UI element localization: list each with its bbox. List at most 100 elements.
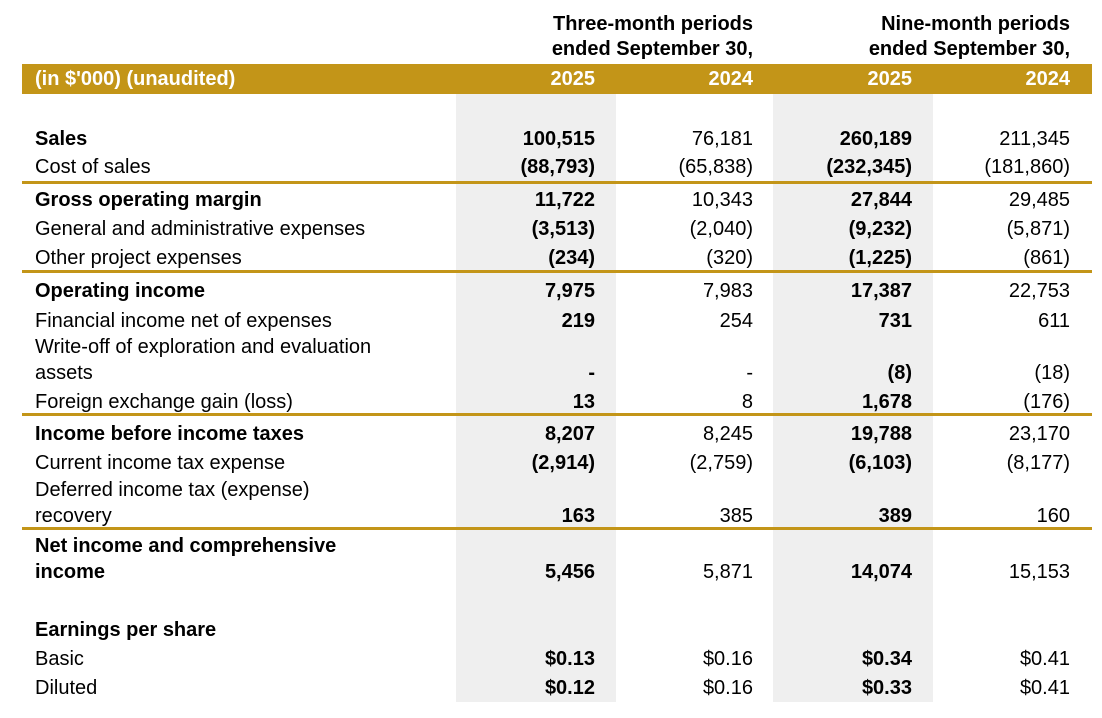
- cell-value: 76,181: [691, 128, 753, 150]
- cell-value: $0.16: [702, 677, 753, 699]
- cell-value: (3,513): [531, 218, 595, 240]
- cell-value: $0.41: [1019, 648, 1070, 670]
- cell-value: 22,753: [1008, 280, 1070, 302]
- cell-value: 1,678: [861, 391, 912, 413]
- cell-value: 11,722: [534, 189, 595, 211]
- cell-value: 7,975: [544, 280, 595, 302]
- unit-label: (in $'000) (unaudited): [35, 68, 236, 90]
- cell-value: $0.16: [702, 648, 753, 670]
- cell-value: -: [746, 362, 753, 384]
- cell-value: (2,759): [689, 452, 753, 474]
- row-label-line: income: [35, 561, 106, 583]
- cell-value: (8,177): [1006, 452, 1070, 474]
- cell-value: (8): [887, 362, 912, 384]
- cell-value: 731: [878, 310, 912, 332]
- period-header-line: ended September 30,: [868, 38, 1070, 60]
- table-row: Deferred income tax (expense) recovery 1…: [0, 477, 1102, 529]
- current-quarter-column-shade: [456, 94, 616, 702]
- cell-value: 8: [741, 391, 753, 413]
- cell-value: 160: [1036, 505, 1070, 527]
- cell-value: $0.12: [544, 677, 595, 699]
- cell-value: $0.33: [861, 677, 912, 699]
- row-label: Sales: [35, 128, 88, 150]
- row-label: General and administrative expenses: [35, 218, 366, 240]
- row-label: Cost of sales: [35, 156, 151, 178]
- row-label: Current income tax expense: [35, 452, 286, 474]
- nine-month-period-header: Nine-month periods ended September 30,: [800, 12, 1070, 62]
- cell-value: (181,860): [984, 156, 1070, 178]
- row-label: Diluted: [35, 677, 98, 699]
- cell-value: 27,844: [850, 189, 912, 211]
- cell-value: (2,914): [531, 452, 595, 474]
- cell-value: (88,793): [520, 156, 596, 178]
- cell-value: 5,456: [544, 561, 595, 583]
- cell-value: (9,232): [848, 218, 912, 240]
- section-rule: [22, 181, 1092, 184]
- period-header-line: Three-month periods: [552, 13, 753, 35]
- period-header-line: ended September 30,: [551, 38, 753, 60]
- cell-value: 5,871: [702, 561, 753, 583]
- cell-value: (1,225): [848, 247, 912, 269]
- cell-value: $0.13: [544, 648, 595, 670]
- section-rule: [22, 413, 1092, 416]
- row-label-line: Net income and comprehensive: [35, 535, 337, 557]
- cell-value: (5,871): [1006, 218, 1070, 240]
- row-label-line: assets: [35, 362, 93, 384]
- row-label-line: Write-off of exploration and evaluation: [35, 336, 372, 358]
- cell-value: $0.41: [1019, 677, 1070, 699]
- cell-value: 23,170: [1008, 423, 1070, 445]
- cell-value: 260,189: [839, 128, 912, 150]
- row-label: Financial income net of expenses: [35, 310, 332, 332]
- section-rule: [22, 270, 1092, 273]
- row-label: Write-off of exploration and evaluation …: [35, 334, 445, 386]
- year-header: 2024: [1025, 68, 1071, 90]
- cell-value: 13: [572, 391, 595, 413]
- row-label: Deferred income tax (expense) recovery: [35, 477, 445, 529]
- row-label: Foreign exchange gain (loss): [35, 391, 293, 413]
- year-header: 2024: [708, 68, 754, 90]
- cell-value: 15,153: [1008, 561, 1070, 583]
- current-ytd-column-shade: [773, 94, 933, 702]
- cell-value: 219: [561, 310, 595, 332]
- cell-value: 14,074: [850, 561, 912, 583]
- cell-value: (6,103): [848, 452, 912, 474]
- cell-value: 611: [1038, 310, 1070, 332]
- row-label: Basic: [35, 648, 84, 670]
- cell-value: 10,343: [691, 189, 753, 211]
- cell-value: $0.34: [861, 648, 912, 670]
- cell-value: 389: [878, 505, 912, 527]
- section-rule: [22, 527, 1092, 530]
- row-label: Net income and comprehensive income: [35, 533, 445, 585]
- row-label: Earnings per share: [35, 619, 217, 641]
- cell-value: (2,040): [689, 218, 753, 240]
- cell-value: 8,207: [544, 423, 595, 445]
- cell-value: 29,485: [1008, 189, 1070, 211]
- cell-value: 211,345: [999, 128, 1070, 150]
- row-label-line: Deferred income tax (expense): [35, 479, 310, 501]
- table-row: Net income and comprehensive income 5,45…: [0, 533, 1102, 585]
- cell-value: 385: [719, 505, 753, 527]
- three-month-period-header: Three-month periods ended September 30,: [480, 12, 753, 62]
- row-label: Other project expenses: [35, 247, 242, 269]
- cell-value: (65,838): [678, 156, 754, 178]
- cell-value: (861): [1023, 247, 1070, 269]
- year-header: 2025: [550, 68, 596, 90]
- cell-value: (18): [1034, 362, 1070, 384]
- cell-value: (234): [548, 247, 595, 269]
- cell-value: 17,387: [850, 280, 912, 302]
- row-label: Operating income: [35, 280, 206, 302]
- cell-value: 8,245: [702, 423, 753, 445]
- cell-value: -: [588, 362, 595, 384]
- row-label: Income before income taxes: [35, 423, 304, 445]
- cell-value: (320): [706, 247, 753, 269]
- cell-value: 100,515: [522, 128, 595, 150]
- cell-value: (176): [1023, 391, 1070, 413]
- row-label: Gross operating margin: [35, 189, 262, 211]
- cell-value: 254: [719, 310, 753, 332]
- cell-value: 19,788: [850, 423, 912, 445]
- header-bar: [22, 64, 1092, 94]
- cell-value: 7,983: [702, 280, 753, 302]
- cell-value: (232,345): [826, 156, 912, 178]
- table-row: Write-off of exploration and evaluation …: [0, 334, 1102, 386]
- year-header: 2025: [867, 68, 913, 90]
